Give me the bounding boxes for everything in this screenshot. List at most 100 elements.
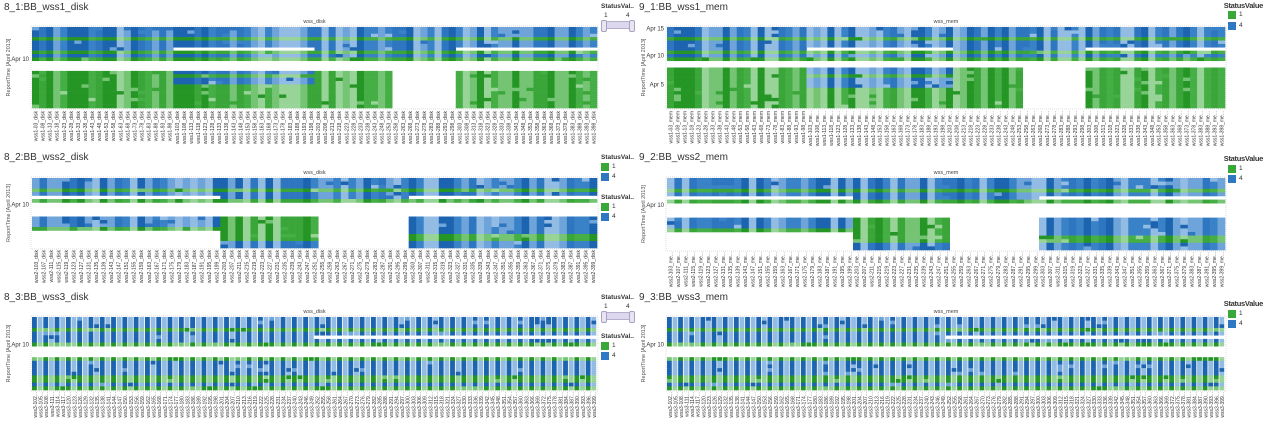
heatmap-cell	[123, 74, 132, 78]
heatmap-cell	[250, 97, 259, 102]
heatmap-cell	[708, 94, 717, 99]
heatmap-cell	[420, 54, 428, 58]
heatmap-cell	[47, 188, 55, 193]
heatmap-cell	[224, 338, 229, 343]
heatmap-cell	[423, 181, 432, 186]
heatmap-cell	[65, 324, 71, 329]
heatmap-cell	[551, 375, 557, 380]
heatmap-cell	[258, 91, 266, 95]
heatmap-cell	[337, 382, 342, 387]
heatmap-cell	[273, 244, 281, 249]
heatmap-cell	[159, 50, 167, 55]
heatmap-cell	[123, 47, 132, 51]
heatmap-cell	[455, 97, 464, 102]
heatmap-cell	[173, 74, 181, 78]
heatmap-cell	[529, 320, 535, 325]
heatmap-cell	[65, 327, 71, 332]
heatmap-cell	[194, 87, 202, 92]
heatmap-cell	[297, 317, 303, 321]
heatmap-cell	[365, 342, 371, 347]
heatmap-cell	[453, 185, 462, 189]
heatmap-cell	[182, 227, 191, 231]
heatmap-cell	[778, 91, 786, 95]
heatmap-cell	[102, 54, 110, 58]
heatmap-cell	[212, 360, 218, 365]
heatmap-cell	[499, 216, 507, 221]
heatmap-cell	[293, 50, 301, 55]
heatmap-cell	[32, 27, 40, 31]
x-tick-label: wss1-223_disk	[344, 111, 350, 145]
heatmap-cell	[423, 188, 432, 193]
heatmap-cell	[574, 244, 583, 249]
heatmap-cell	[512, 81, 520, 85]
heatmap-cell	[235, 178, 244, 182]
heatmap-cell	[246, 320, 252, 325]
heatmap-cell	[195, 324, 201, 329]
heatmap-cell	[743, 27, 751, 31]
heatmap-cell	[547, 43, 555, 48]
heatmap-cell	[53, 33, 61, 38]
heatmap-cell	[161, 382, 167, 387]
heatmap-cell	[416, 199, 425, 203]
heatmap-cell	[536, 220, 545, 224]
heatmap-cell	[152, 33, 160, 38]
heatmap-cell	[250, 33, 259, 38]
heatmap-cell	[526, 50, 534, 55]
heatmap-cell	[84, 220, 93, 224]
heatmap-cell	[74, 27, 82, 31]
heatmap-cell	[152, 199, 161, 203]
heatmap-cell	[505, 77, 513, 82]
heatmap-cell	[258, 37, 266, 41]
heatmap-cell	[574, 216, 583, 221]
heatmap-cell	[580, 360, 585, 365]
heatmap-cell	[81, 57, 89, 62]
heatmap-cell	[325, 188, 334, 193]
heatmap-cell	[167, 192, 176, 196]
heatmap-cell	[533, 84, 541, 89]
heatmap-cell	[785, 33, 793, 38]
heatmap-cell	[462, 33, 471, 38]
heatmap-cell	[356, 47, 365, 51]
heatmap-cell	[195, 360, 201, 365]
heatmap-cell	[99, 342, 105, 347]
heatmap-cell	[77, 371, 83, 376]
heatmap-cell	[295, 188, 304, 193]
heatmap-cell	[799, 67, 807, 72]
heatmap-cell	[166, 104, 174, 109]
heatmap-cell	[540, 327, 546, 332]
heatmap-cell	[433, 324, 438, 329]
heatmap-cell	[291, 338, 297, 343]
heatmap-cell	[286, 37, 294, 41]
heatmap-cell	[274, 382, 280, 387]
heatmap-cell	[54, 317, 60, 321]
heatmap-cell	[182, 178, 191, 182]
heatmap-cell	[406, 27, 414, 31]
heatmap-cell	[201, 43, 209, 48]
heatmap-cell	[280, 368, 286, 373]
heatmap-cell	[371, 97, 379, 102]
heatmap-cell	[197, 223, 206, 228]
heatmap-cell	[265, 199, 274, 203]
heatmap-cell	[582, 40, 591, 45]
heatmap-cell	[512, 360, 518, 365]
heatmap-cell	[820, 87, 828, 92]
heatmap-cell	[506, 360, 512, 365]
heatmap-cell	[444, 379, 450, 383]
heatmap-cell	[484, 91, 492, 95]
heatmap-cell	[484, 371, 489, 376]
heatmap-cell	[273, 237, 281, 242]
heatmap-cell	[423, 199, 432, 203]
heatmap-cell	[729, 67, 738, 72]
heatmap-cell	[827, 33, 835, 38]
heatmap-cell	[107, 181, 116, 186]
heatmap-cell	[123, 30, 132, 35]
heatmap-cell	[99, 375, 105, 380]
heatmap-cell	[94, 331, 99, 336]
heatmap-cell	[406, 40, 414, 45]
heatmap-cell	[561, 33, 570, 38]
heatmap-cell	[229, 37, 238, 41]
